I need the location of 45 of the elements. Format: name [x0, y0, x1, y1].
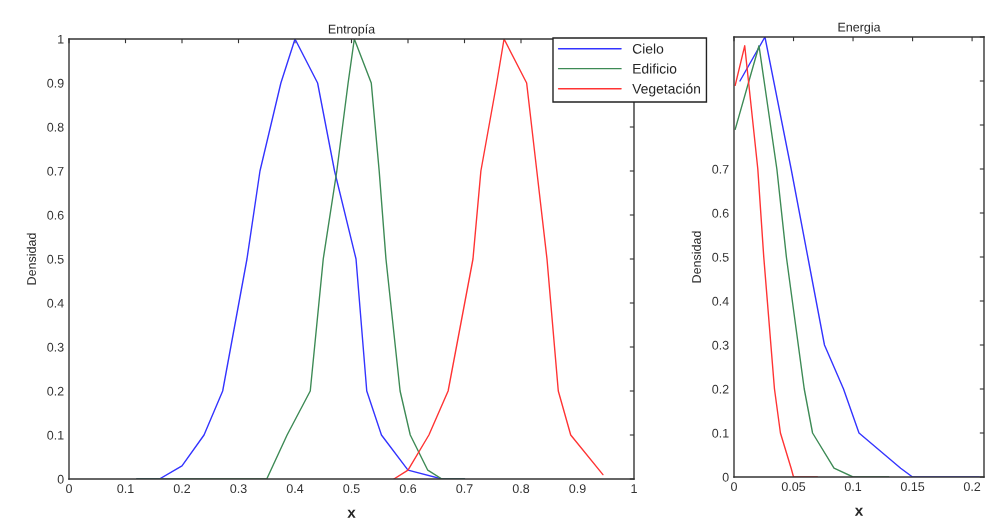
chart-title: Energia	[838, 22, 881, 35]
x-tick-label: 0.4	[286, 484, 304, 494]
x-axis-title: x	[347, 509, 356, 518]
y-tick-label: 0.2	[47, 386, 64, 396]
y-tick-label: 0	[722, 472, 729, 482]
x-tick-label: 0.9	[569, 484, 586, 494]
line-series	[393, 39, 604, 479]
x-tick-label: 0	[731, 482, 737, 492]
x-tick-label: 0.2	[963, 482, 981, 492]
x-tick-label: 0.1	[844, 482, 862, 492]
x-tick-label: 0.7	[456, 484, 473, 494]
y-axis-title: Densidad	[26, 233, 36, 285]
y-tick-label: 0.6	[47, 210, 64, 220]
x-tick-label: 0.05	[781, 482, 806, 492]
x-tick-label: 1	[631, 484, 637, 493]
y-tick-label: 0.5	[712, 252, 729, 262]
legend-label: Vegetación	[632, 83, 700, 97]
y-tick-label: 0.1	[47, 430, 64, 440]
x-tick-label: 0.1	[117, 484, 134, 494]
legend-label: Cielo	[632, 43, 664, 54]
y-tick-label: 0.1	[712, 428, 729, 438]
y-tick-label: 1	[58, 34, 64, 44]
x-tick-label: 0.5	[343, 484, 360, 494]
x-tick-label: 0.8	[512, 484, 530, 494]
legend-label: Edificio	[633, 63, 677, 74]
x-tick-label: 0.6	[399, 484, 417, 494]
y-tick-label: 0.7	[712, 164, 729, 174]
x-tick-label: 0.2	[173, 484, 191, 494]
y-tick-label: 0.4	[712, 296, 729, 306]
y-tick-label: 0.8	[47, 122, 64, 132]
y-tick-label: 0	[57, 474, 64, 484]
y-tick-label: 0.3	[712, 340, 729, 350]
y-tick-label: 0.9	[47, 78, 64, 88]
y-tick-label: 0.2	[712, 384, 729, 394]
y-tick-label: 0.4	[47, 298, 64, 308]
y-tick-label: 0.5	[47, 254, 64, 264]
y-tick-label: 0.7	[47, 166, 64, 176]
y-axis-title: Densidad	[691, 231, 701, 283]
x-tick-label: 0	[66, 484, 72, 494]
y-tick-label: 0.6	[712, 208, 729, 218]
y-tick-label: 0.3	[47, 342, 64, 352]
x-tick-label: 0.15	[900, 482, 925, 492]
x-tick-label: 0.3	[230, 484, 247, 494]
chart-title: Entropía	[328, 24, 376, 37]
x-axis-title: x	[854, 507, 864, 516]
